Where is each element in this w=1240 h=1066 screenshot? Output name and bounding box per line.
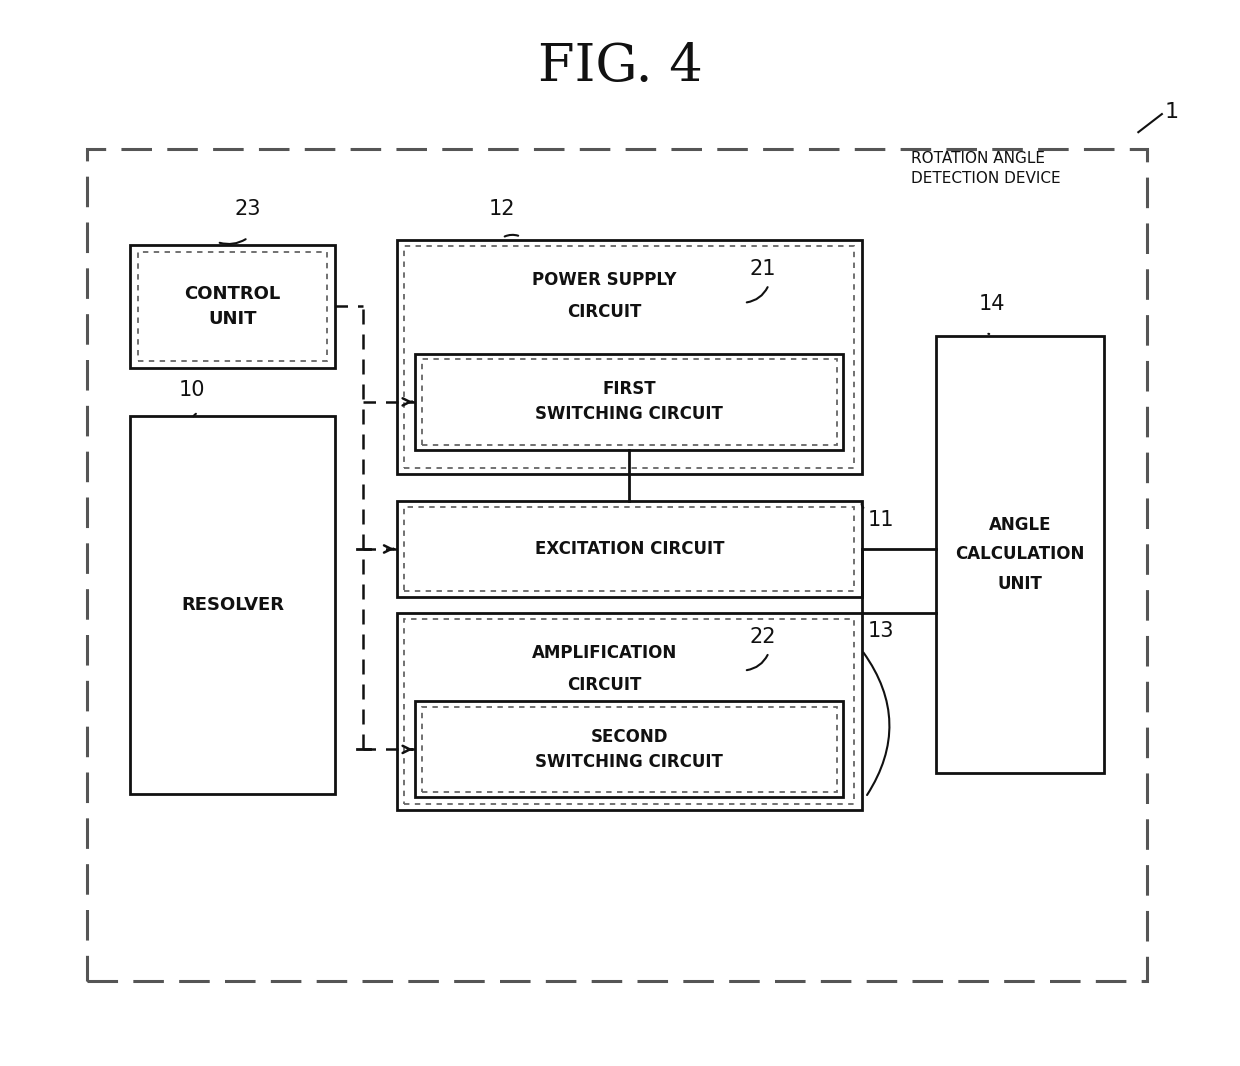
Bar bbox=[404, 246, 854, 468]
Bar bbox=[415, 354, 843, 450]
Text: 11: 11 bbox=[868, 511, 894, 530]
Bar bbox=[87, 149, 1147, 981]
Bar bbox=[397, 240, 862, 474]
Text: 10: 10 bbox=[179, 379, 206, 400]
Text: 12: 12 bbox=[489, 198, 516, 219]
Text: FIG. 4: FIG. 4 bbox=[538, 41, 702, 92]
Text: 14: 14 bbox=[978, 294, 1006, 314]
Text: ANGLE
CALCULATION
UNIT: ANGLE CALCULATION UNIT bbox=[955, 516, 1085, 593]
Text: 1: 1 bbox=[1164, 102, 1179, 122]
Bar bbox=[415, 701, 843, 797]
Bar bbox=[397, 613, 862, 810]
Text: CIRCUIT: CIRCUIT bbox=[568, 304, 641, 321]
Text: 21: 21 bbox=[749, 259, 776, 279]
Text: 23: 23 bbox=[234, 198, 262, 219]
Bar bbox=[422, 707, 837, 792]
Bar bbox=[397, 501, 862, 597]
Text: POWER SUPPLY: POWER SUPPLY bbox=[532, 272, 677, 289]
Bar bbox=[422, 359, 837, 445]
Text: AMPLIFICATION: AMPLIFICATION bbox=[532, 645, 677, 662]
Bar bbox=[936, 336, 1104, 773]
Bar bbox=[130, 416, 335, 794]
Text: 13: 13 bbox=[868, 621, 894, 641]
Text: ROTATION ANGLE
DETECTION DEVICE: ROTATION ANGLE DETECTION DEVICE bbox=[911, 151, 1061, 185]
Bar bbox=[130, 245, 335, 368]
Bar bbox=[138, 252, 327, 361]
Text: 22: 22 bbox=[749, 627, 776, 647]
Bar bbox=[404, 507, 854, 591]
Text: SECOND
SWITCHING CIRCUIT: SECOND SWITCHING CIRCUIT bbox=[536, 728, 723, 771]
Text: FIRST
SWITCHING CIRCUIT: FIRST SWITCHING CIRCUIT bbox=[536, 381, 723, 423]
Text: CIRCUIT: CIRCUIT bbox=[568, 677, 641, 694]
Text: RESOLVER: RESOLVER bbox=[181, 596, 284, 614]
Bar bbox=[404, 619, 854, 804]
Text: EXCITATION CIRCUIT: EXCITATION CIRCUIT bbox=[534, 540, 724, 558]
Text: CONTROL
UNIT: CONTROL UNIT bbox=[185, 285, 280, 328]
